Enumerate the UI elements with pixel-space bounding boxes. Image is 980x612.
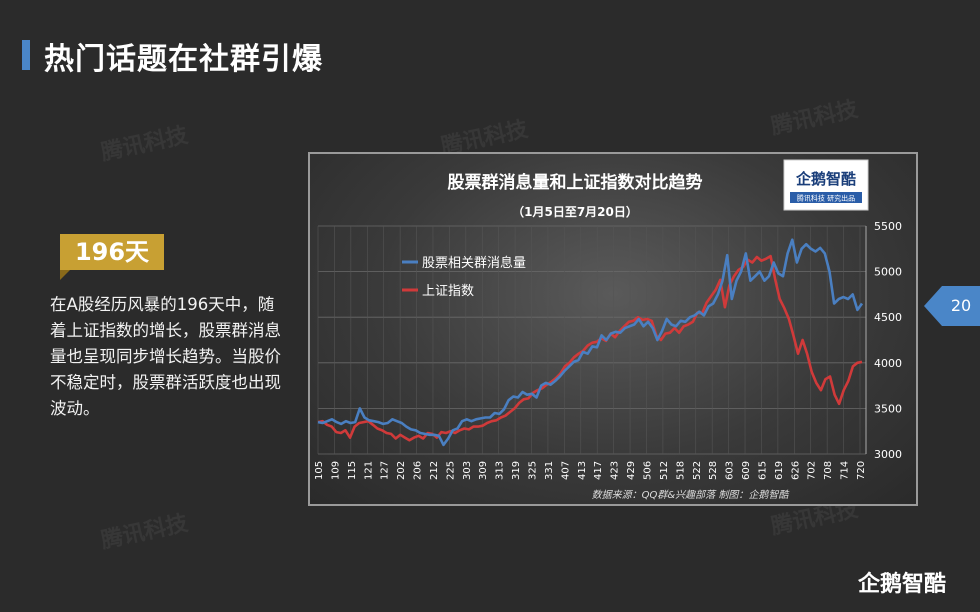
chart-logo-name: 企鹅智酷 — [795, 170, 856, 188]
x-tick-label: 423 — [610, 461, 621, 480]
x-tick-label: 528 — [708, 461, 719, 480]
x-tick-label: 609 — [741, 461, 752, 480]
y-tick-label: 4000 — [874, 357, 902, 370]
x-tick-label: 512 — [659, 461, 670, 480]
chart-logo: 企鹅智酷 腾讯科技 研究出品 — [783, 159, 869, 211]
x-tick-label: 109 — [330, 461, 341, 480]
page-title: 热门话题在社群引爆 — [44, 42, 323, 77]
x-tick-label: 417 — [593, 461, 604, 480]
x-tick-label: 325 — [528, 461, 539, 480]
summary-text: 在A股经历风暴的196天中，随着上证指数的增长，股票群消息量也呈现同步增长趋势。… — [50, 295, 281, 418]
legend-label: 上证指数 — [422, 284, 474, 299]
x-tick-label: 619 — [774, 461, 785, 480]
line-chart: 股票群消息量和上证指数对比趋势 （1月5日至7月20日） 企鹅智酷 腾讯科技 研… — [314, 159, 902, 501]
x-tick-label: 603 — [725, 461, 736, 480]
y-tick-label: 5500 — [874, 220, 902, 233]
grid — [317, 225, 866, 455]
chart-title: 股票群消息量和上证指数对比趋势 — [448, 172, 703, 193]
x-tick-label: 313 — [495, 461, 506, 480]
y-tick-label: 3500 — [874, 402, 902, 415]
chart-logo-sub: 腾讯科技 研究出品 — [797, 194, 855, 203]
x-axis: 105 109 115 121 127 202 206 212 225 303 309 313 319 3… — [314, 461, 867, 480]
x-tick-label: 303 — [462, 461, 473, 480]
x-tick-label: 115 — [347, 461, 358, 480]
x-tick-label: 720 — [856, 461, 867, 480]
x-tick-label: 121 — [363, 461, 374, 480]
y-tick-label: 3000 — [874, 448, 902, 461]
x-tick-label: 708 — [823, 461, 834, 480]
y-axis: 3000 3500 4000 4500 5000 5500 — [865, 220, 902, 461]
page-number: 20 — [950, 296, 972, 315]
day-count-badge: 196天 — [60, 234, 164, 270]
x-tick-label: 319 — [511, 461, 522, 480]
x-tick-label: 206 — [413, 461, 424, 480]
title-accent-bar — [22, 40, 30, 70]
x-tick-label: 714 — [840, 461, 851, 480]
x-tick-label: 331 — [544, 461, 555, 480]
watermark: 腾讯科技 — [98, 123, 191, 166]
x-tick-label: 127 — [380, 461, 391, 480]
series-line — [317, 254, 863, 442]
x-tick-label: 506 — [642, 461, 653, 480]
page-number-arrow — [924, 286, 942, 326]
x-tick-label: 407 — [560, 461, 571, 480]
x-tick-label: 105 — [314, 461, 325, 480]
series-line — [317, 238, 864, 447]
x-tick-label: 522 — [692, 461, 703, 480]
footer-logo: 企鹅智酷 — [858, 572, 947, 597]
x-tick-label: 518 — [675, 461, 686, 480]
x-tick-label: 626 — [790, 461, 801, 480]
x-tick-label: 202 — [396, 461, 407, 480]
x-tick-label: 225 — [445, 461, 456, 480]
y-tick-label: 5000 — [874, 266, 902, 279]
x-tick-label: 212 — [429, 461, 440, 480]
x-tick-label: 309 — [478, 461, 489, 480]
y-tick-label: 4500 — [874, 311, 902, 324]
x-tick-label: 413 — [577, 461, 588, 480]
chart-subtitle: （1月5日至7月20日） — [512, 204, 638, 219]
chart-frame: 股票群消息量和上证指数对比趋势 （1月5日至7月20日） 企鹅智酷 腾讯科技 研… — [308, 152, 918, 506]
x-tick-label: 615 — [757, 461, 768, 480]
badge-notch — [60, 270, 70, 280]
series-layer — [317, 238, 864, 447]
x-tick-label: 429 — [626, 461, 637, 480]
watermark: 腾讯科技 — [98, 511, 191, 554]
chart-source: 数据来源：QQ群&兴趣部落 制图：企鹅智酷 — [592, 489, 791, 501]
page-number-box: 20 — [942, 286, 980, 326]
watermark: 腾讯科技 — [768, 97, 861, 140]
legend-label: 股票相关群消息量 — [422, 255, 526, 271]
x-tick-label: 702 — [807, 461, 818, 480]
